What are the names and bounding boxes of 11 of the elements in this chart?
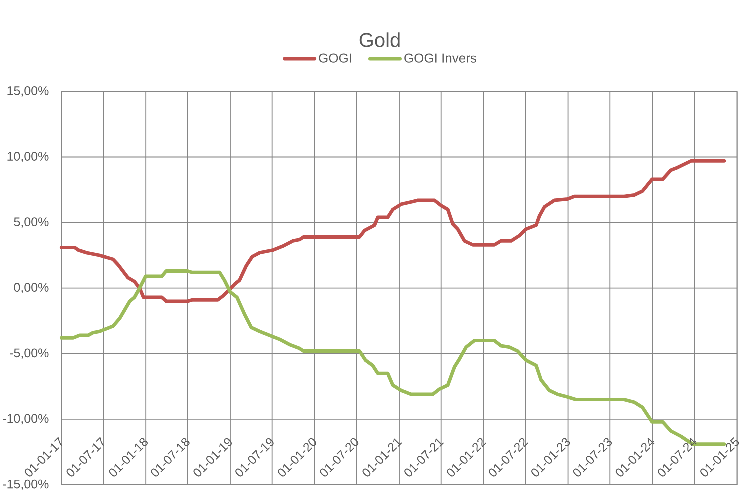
y-tick-label: -10,00% (3, 414, 49, 425)
y-tick-label: -5,00% (10, 348, 49, 360)
legend-label: GOGI (319, 54, 352, 63)
y-tick-label: 5,00% (14, 218, 49, 228)
y-tick-label: -15,00% (3, 480, 49, 490)
y-tick-label: 15,00% (8, 86, 49, 97)
legend-label: GOGI Invers (404, 54, 476, 63)
y-tick-label: 10,00% (8, 152, 49, 162)
y-tick-label: 0,00% (14, 283, 49, 294)
line-series (60, 159, 726, 304)
chart-title: Gold (360, 32, 400, 48)
